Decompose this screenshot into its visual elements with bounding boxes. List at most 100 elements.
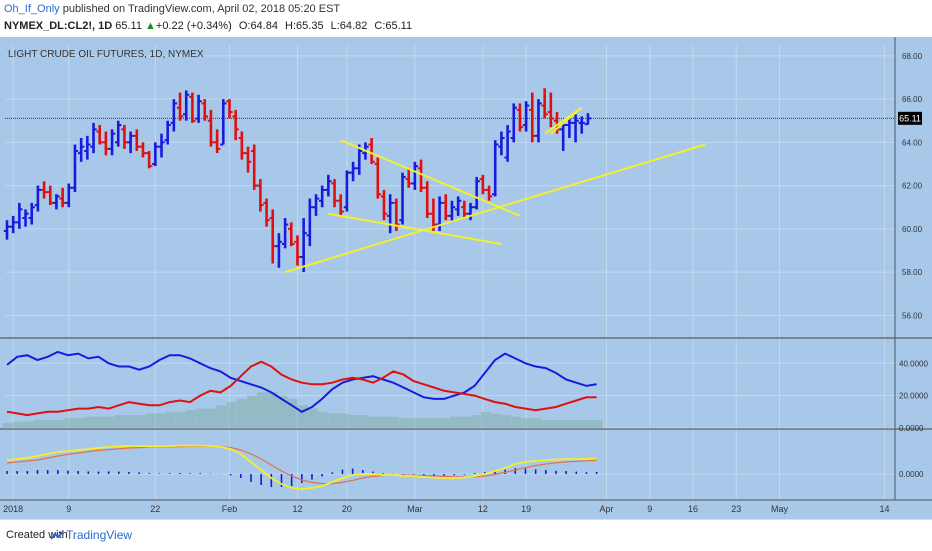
price-tick-label: 62.00 (902, 182, 923, 191)
ohlc-bar (9, 215, 17, 234)
ohlc-bar (547, 92, 555, 128)
footer: Created with TradingView (0, 519, 932, 551)
dmi-hist-bar (409, 418, 420, 428)
dmi-hist-bar (592, 419, 603, 428)
dmi-hist-bar (33, 419, 44, 428)
ohlc-bar (331, 179, 338, 208)
ohlc-bar (386, 194, 394, 234)
dmi-hist-bar (450, 416, 461, 428)
price-tick-label: 60.00 (902, 225, 923, 234)
ohlc-bar (343, 170, 351, 212)
time-tick-label: 16 (688, 504, 698, 514)
chart-area[interactable]: 68.00 66.00 64.00 62.00 60.00 58.00 56.00 40.00… (0, 37, 932, 519)
dmi-hist-bar (114, 415, 125, 428)
dmi-hist-bar (13, 421, 24, 428)
ohlc-bar (53, 194, 60, 210)
time-tick-label: 12 (292, 504, 302, 514)
dmi-hist-bar (399, 418, 410, 428)
ohlc-bar (133, 129, 140, 151)
ohlc-bar (312, 194, 320, 216)
dmi-hist-bar (94, 416, 105, 428)
pane-separators[interactable] (0, 37, 932, 501)
ohlc-bar (424, 181, 431, 219)
time-tick-label: 9 (66, 504, 71, 514)
dmi-histogram (3, 392, 603, 428)
price-tick-label: 64.00 (902, 138, 923, 147)
ohlc-bar (257, 179, 264, 212)
ohlc-bar (288, 222, 295, 247)
trendline (550, 106, 583, 135)
time-tick-label: May (771, 504, 789, 514)
ohlc-bar (189, 92, 196, 123)
ohlc-bar (127, 131, 134, 154)
dmi-hist-bar (572, 419, 583, 428)
ohlc-bar (473, 176, 480, 210)
dmi-hist-bar (297, 405, 308, 428)
dmi-hist-bar (175, 411, 186, 428)
ohlc-bar (201, 99, 208, 121)
publish-info: Oh_If_Only published on TradingView.com,… (4, 3, 340, 15)
ohlc-bar (176, 92, 184, 121)
dmi-hist-bar (551, 419, 562, 428)
ohlc-bar (108, 129, 116, 156)
ohlc-bar (281, 218, 289, 249)
chart-title: LIGHT CRUDE OIL FUTURES, 1D, NYMEX (8, 49, 204, 60)
time-tick-label: Apr (599, 504, 613, 514)
dmi-hist-bar (277, 395, 288, 428)
time-tick-label: 22 (150, 504, 160, 514)
dmi-hist-bar (63, 418, 74, 428)
dmi-hist-bar (521, 418, 532, 428)
dmi-hist-bar (368, 416, 379, 428)
ohlc-bar (430, 198, 437, 232)
ohlc-bar (516, 103, 524, 132)
symbol-name[interactable]: NYMEX_DL:CL2!, 1D (4, 20, 113, 32)
ohlc-bar (479, 174, 487, 195)
dmi-hist-bar (582, 419, 593, 428)
ohlc-bar (380, 189, 388, 221)
time-tick-label: 2018 (3, 504, 23, 514)
ohlc-bar (40, 181, 48, 199)
time-tick-label: Mar (407, 504, 423, 514)
dmi-hist-bar (216, 405, 227, 428)
ohlc-bar (541, 88, 548, 119)
tradingview-logo[interactable]: TradingView (51, 528, 132, 542)
dmi-tick-label: 0.0000 (899, 424, 924, 433)
ohlc-bar (454, 196, 462, 216)
dmi-hist-bar (348, 415, 359, 428)
time-tick-label: 19 (521, 504, 531, 514)
time-tick-label: 12 (478, 504, 488, 514)
ohlc-bar (34, 185, 42, 212)
price-tick-label: 58.00 (902, 268, 923, 277)
ohlc-bar (22, 209, 29, 227)
dmi-hist-bar (145, 413, 156, 428)
dmi-hist-bar (480, 411, 491, 428)
ohlc-bar (213, 129, 221, 154)
dmi-hist-bar (84, 416, 95, 428)
author-link[interactable]: Oh_If_Only (4, 3, 60, 15)
time-axis[interactable]: 2018 9 22 Feb 12 20 Mar 12 19 Apr 9 16 23 May 14 (3, 504, 889, 514)
dmi-hist-bar (135, 415, 146, 428)
dmi-hist-bar (287, 398, 298, 428)
dmi-hist-bar (562, 419, 573, 428)
ohlc-bar (492, 140, 499, 197)
price-axis[interactable]: 68.00 66.00 64.00 62.00 60.00 58.00 56.00 40.00… (899, 52, 928, 479)
ohlc-bar (498, 131, 505, 156)
ohlc-bar (325, 174, 332, 197)
dmi-hist-bar (236, 398, 247, 428)
macd-slow-line (6, 445, 597, 485)
last-price: 65.11 (115, 20, 142, 32)
time-tick-label: 20 (342, 504, 352, 514)
ohlc-bar (349, 161, 357, 182)
dmi-hist-bar (328, 413, 339, 428)
dmi-hist-bar (74, 418, 85, 428)
ohlc-bar (102, 131, 110, 156)
time-tick-label: 14 (880, 504, 890, 514)
ohlc-bar (504, 125, 511, 162)
macd-fast-line (6, 444, 597, 490)
ohlc-bar (306, 198, 314, 247)
dmi-hist-bar (501, 415, 512, 428)
dmi-hist-bar (43, 419, 54, 428)
ohlc-bar (71, 144, 79, 193)
dmi-hist-bar (3, 423, 13, 428)
trendlines[interactable] (284, 106, 706, 274)
